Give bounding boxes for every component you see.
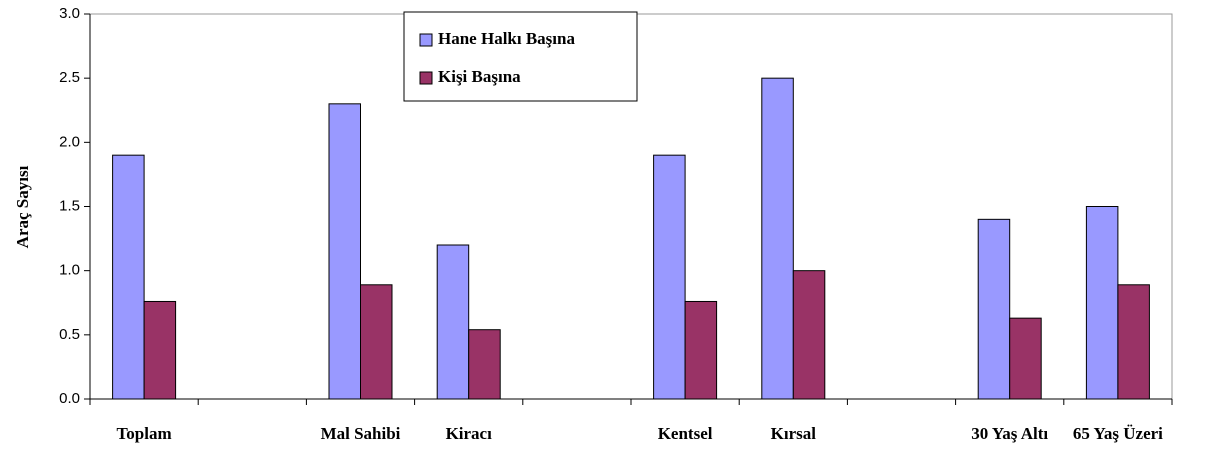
y-tick-label: 1.5 (59, 197, 80, 214)
legend-label: Kişi Başına (438, 67, 521, 86)
x-tick-label: 65 Yaş Üzeri (1073, 424, 1163, 443)
legend-box (403, 11, 638, 102)
x-tick-label: Kırsal (771, 424, 817, 443)
legend-label: Hane Halkı Başına (438, 29, 575, 48)
bar (1117, 284, 1150, 400)
bar (468, 329, 501, 400)
bar (977, 218, 1011, 400)
legend-swatch (419, 71, 433, 85)
bar (761, 77, 794, 400)
legend-swatch (419, 33, 433, 47)
y-axis-label: Araç Sayısı (13, 165, 32, 248)
x-tick-label: Toplam (117, 424, 172, 443)
y-tick-label: 2.0 (59, 133, 80, 150)
y-tick-label: 2.5 (59, 69, 80, 86)
y-tick-label: 0.0 (59, 390, 80, 407)
bar (1085, 206, 1119, 400)
bar (360, 284, 393, 400)
y-tick-label: 0.5 (59, 326, 80, 343)
y-tick-label: 3.0 (59, 5, 80, 22)
bar (112, 154, 145, 400)
bar (684, 300, 718, 400)
bar (653, 154, 686, 400)
bar (328, 103, 361, 400)
x-tick-label: Kentsel (658, 424, 713, 443)
bar (792, 270, 826, 400)
bar (436, 244, 470, 400)
x-tick-label: Mal Sahibi (321, 424, 401, 443)
x-tick-label: Kiracı (446, 424, 493, 443)
y-tick-label: 1.0 (59, 262, 80, 279)
bar (1009, 317, 1042, 400)
x-tick-label: 30 Yaş Altı (971, 424, 1048, 443)
bar (143, 300, 177, 400)
